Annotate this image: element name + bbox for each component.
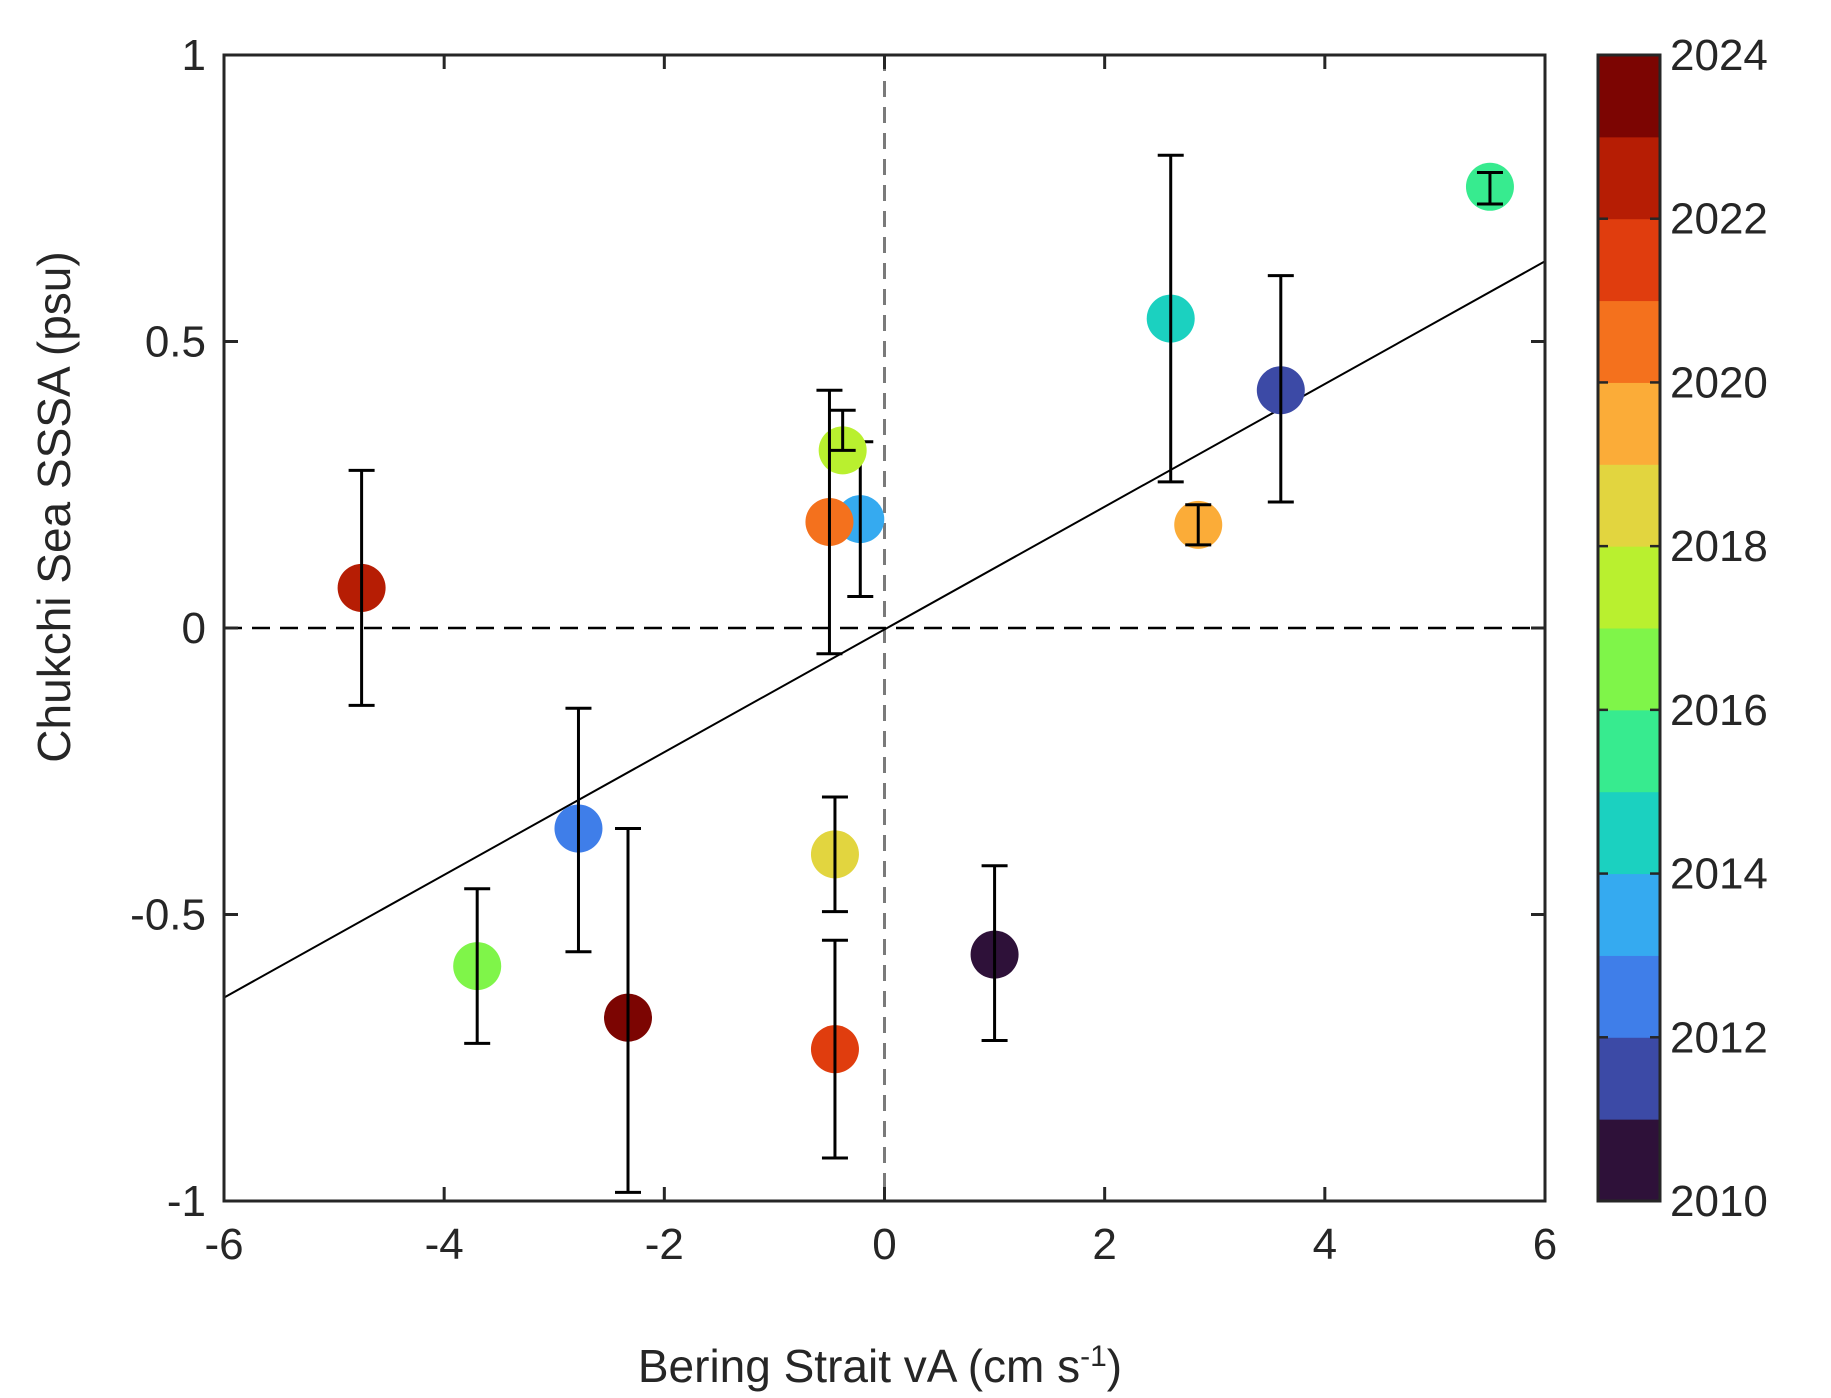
y-tick-label: -1: [167, 1177, 206, 1226]
data-point-2012: [554, 706, 603, 954]
colorbar-tick-label: 2024: [1670, 31, 1768, 80]
data-point-2018: [810, 795, 859, 914]
regression-line: [223, 260, 1546, 999]
colorbar-frame: [1596, 53, 1662, 1203]
x-tick-label: 0: [872, 1220, 896, 1269]
x-tick-label: -6: [204, 1220, 243, 1269]
colorbar-segment: [1598, 546, 1660, 629]
colorbar-tick-label: 2020: [1670, 358, 1768, 407]
colorbar-segment: [1598, 1119, 1660, 1202]
colorbar-segment: [1598, 136, 1660, 220]
x-axis-title: Bering Strait vA (cm s-1): [638, 1340, 1122, 1393]
colorbar-segment: [1598, 955, 1660, 1038]
y-axis-title: Chukchi Sea SSSA (psu): [28, 251, 80, 762]
x-tick-label: -4: [425, 1220, 464, 1269]
x-tick-label: -2: [645, 1220, 684, 1269]
colorbar-segment: [1598, 1037, 1660, 1120]
colorbar-segment: [1598, 791, 1660, 875]
colorbar-segment: [1598, 873, 1660, 956]
colorbar-tick-label: 2012: [1670, 1013, 1768, 1062]
colorbar-tick-label: 2018: [1670, 522, 1768, 571]
y-tick-label: 0.5: [145, 318, 206, 367]
colorbar-segment: [1598, 300, 1660, 383]
colorbar: 2024 2022 2020 2018 2016 2014 2012 2010: [1596, 31, 1768, 1226]
data-point-2010: [970, 864, 1019, 1043]
axes: -6 -4 -2 0 2 4 6 -1 -0.5 0 0.5 1: [130, 31, 1557, 1269]
colorbar-tick-label: 2022: [1670, 195, 1768, 244]
data-point-2021: [810, 938, 859, 1160]
colorbar-segment: [1598, 218, 1660, 302]
colorbar-segment: [1598, 709, 1660, 793]
data-point-2014: [1146, 153, 1195, 484]
data-point-2016: [453, 887, 502, 1045]
colorbar-segment: [1598, 464, 1660, 547]
y-tick-label: -0.5: [130, 891, 206, 940]
x-tick-label: 4: [1313, 1220, 1337, 1269]
y-tick-label: 0: [182, 604, 206, 653]
x-tick-label: 2: [1092, 1220, 1116, 1269]
colorbar-tick-label: 2014: [1670, 850, 1768, 899]
colorbar-segment: [1598, 382, 1660, 465]
data-point-2022: [337, 468, 386, 707]
colorbar-tick-label: 2016: [1670, 686, 1768, 735]
data-point-2020: [805, 388, 854, 656]
colorbar-tick-label: 2010: [1670, 1177, 1768, 1226]
plot-area: [223, 55, 1546, 1201]
data-point-2011: [1256, 274, 1305, 504]
data-point-2023: [604, 827, 653, 1194]
x-tick-label: 6: [1533, 1220, 1557, 1269]
colorbar-segment: [1598, 55, 1660, 138]
data-point-2015: [1465, 162, 1514, 211]
data-point-2019: [1174, 500, 1223, 549]
y-tick-label: 1: [182, 31, 206, 80]
colorbar-segment: [1598, 628, 1660, 711]
